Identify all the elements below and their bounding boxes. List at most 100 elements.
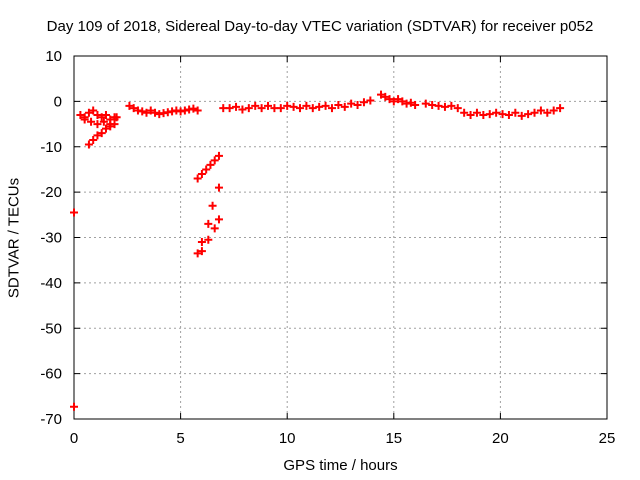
data-point xyxy=(536,106,545,115)
data-point xyxy=(359,98,368,107)
data-point xyxy=(84,108,93,117)
y-tick-label: -40 xyxy=(40,275,62,292)
data-point xyxy=(142,108,151,117)
data-point xyxy=(549,106,558,115)
data-point xyxy=(466,110,475,119)
data-point xyxy=(125,101,134,110)
y-tick-label: -60 xyxy=(40,366,62,383)
data-point xyxy=(97,113,106,122)
data-point xyxy=(398,97,407,106)
data-point xyxy=(308,104,317,113)
axis-ticks: 0 5 10 15 20 25 10 0 -10 -20 -30 -40 -50 -60 -70 xyxy=(40,48,615,447)
data-point xyxy=(257,104,266,113)
data-point xyxy=(385,95,394,104)
y-tick-label: -70 xyxy=(40,411,62,428)
data-point xyxy=(543,108,552,117)
x-tick-label: 5 xyxy=(176,430,184,447)
data-point xyxy=(517,111,526,120)
data-point xyxy=(138,107,147,116)
x-tick-label: 15 xyxy=(385,430,402,447)
data-point xyxy=(289,102,298,111)
data-point xyxy=(70,208,78,217)
data-point xyxy=(193,249,202,258)
data-point xyxy=(87,117,96,126)
data-point xyxy=(110,120,119,129)
y-tick-label: -50 xyxy=(40,320,62,337)
data-point xyxy=(389,97,398,106)
data-point xyxy=(146,106,155,115)
data-point xyxy=(366,96,375,105)
data-point xyxy=(334,101,343,110)
data-point xyxy=(214,183,223,192)
data-point xyxy=(206,160,215,169)
data-point xyxy=(530,108,539,117)
grid xyxy=(74,56,607,419)
data-point xyxy=(129,104,138,113)
y-tick-label: -10 xyxy=(40,139,62,156)
data-point xyxy=(251,101,260,110)
data-point xyxy=(302,101,311,110)
data-point xyxy=(197,169,206,178)
data-point xyxy=(347,99,356,108)
x-axis-label: GPS time / hours xyxy=(283,457,398,474)
data-point xyxy=(524,110,533,119)
data-point xyxy=(99,117,108,126)
data-point xyxy=(340,102,349,111)
data-point xyxy=(472,108,481,117)
data-point xyxy=(93,120,102,129)
data-point xyxy=(381,92,390,101)
data-point xyxy=(210,224,219,233)
data-point xyxy=(244,104,253,113)
data-point xyxy=(89,106,98,115)
data-point xyxy=(264,101,273,110)
data-point xyxy=(327,104,336,113)
data-point xyxy=(353,101,362,110)
x-tick-label: 20 xyxy=(492,430,509,447)
y-tick-label: 0 xyxy=(54,93,62,110)
data-point xyxy=(460,108,469,117)
data-point xyxy=(106,122,115,131)
data-point xyxy=(204,235,213,244)
data-point xyxy=(70,402,78,411)
y-tick-label: 10 xyxy=(45,48,62,65)
x-tick-label: 25 xyxy=(599,430,616,447)
chart-title: Day 109 of 2018, Sidereal Day-to-day VTE… xyxy=(46,18,594,35)
x-tick-label: 0 xyxy=(70,430,78,447)
data-point xyxy=(214,215,223,224)
x-tick-label: 10 xyxy=(279,430,296,447)
data-point xyxy=(276,104,285,113)
data-point xyxy=(447,101,456,110)
data-point xyxy=(504,110,513,119)
data-point xyxy=(197,238,206,247)
y-axis-label: SDTVAR / TECUs xyxy=(5,177,23,299)
data-point xyxy=(80,115,89,124)
data-point xyxy=(411,101,420,110)
data-point xyxy=(197,247,206,256)
data-point xyxy=(214,151,223,160)
data-point xyxy=(377,90,386,99)
data-point xyxy=(193,106,202,115)
data-point xyxy=(84,140,93,149)
data-series xyxy=(70,90,565,411)
data-point xyxy=(232,102,241,111)
y-tick-label: -20 xyxy=(40,184,62,201)
data-point xyxy=(485,110,494,119)
data-point xyxy=(295,104,304,113)
data-point xyxy=(89,135,98,144)
data-point xyxy=(97,129,106,138)
data-point xyxy=(421,99,430,108)
data-point xyxy=(321,101,330,110)
data-point xyxy=(511,108,520,117)
data-point xyxy=(225,104,234,113)
data-point xyxy=(193,174,202,183)
data-point xyxy=(204,219,213,228)
y-tick-label: -30 xyxy=(40,230,62,247)
data-point xyxy=(406,98,415,107)
data-point xyxy=(93,131,102,140)
data-point xyxy=(189,104,198,113)
data-point xyxy=(202,165,211,174)
data-point xyxy=(394,95,403,104)
data-point xyxy=(101,110,110,119)
data-point xyxy=(210,156,219,165)
data-point xyxy=(101,124,110,133)
